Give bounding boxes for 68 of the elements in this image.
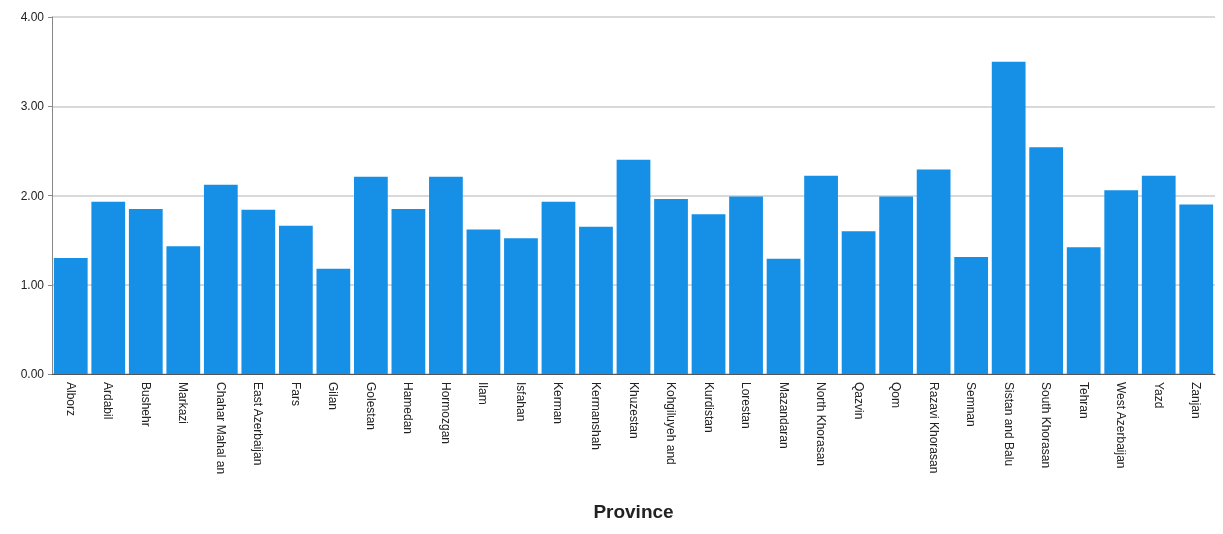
bar [466,229,501,374]
bar [278,225,313,374]
bar [541,201,576,374]
x-tick-label: Bushehr [138,382,153,427]
bar [1029,147,1064,374]
bar [616,159,651,374]
bar [203,184,238,374]
bar [504,238,538,374]
x-tick-label: Kurdistan [701,382,716,433]
bar [1141,175,1176,374]
x-tick-label: Alborz [63,382,78,417]
x-tick-label: Fars [288,382,303,406]
y-tick-label: 1.00 [20,277,45,292]
x-tick-label: Kermanshah [588,382,603,451]
x-tick-label: Qom [889,382,904,409]
bar [1179,204,1214,374]
bar [1066,247,1101,374]
x-tick-label: Lorestan [739,382,754,429]
x-tick-label: Kohgiluyeh and [664,382,679,465]
x-tick-label: Ardabil [101,382,116,420]
x-tick-label: Zanjan [1189,382,1204,419]
x-tick-label: Ilam [476,382,491,405]
bar [316,268,351,374]
x-tick-label: Markazi [176,382,191,425]
bar [91,201,126,374]
bar [729,196,763,374]
bar [691,214,726,374]
x-tick-label: West Azerbaijan [1114,382,1129,469]
x-tick-label: Khuzestan [626,382,641,439]
x-tick-label: Tehran [1076,382,1091,419]
x-tick-label: Qazvin [851,382,866,420]
x-tick-label: Sistan and Balu [1001,382,1016,467]
bar [354,176,388,374]
y-tick-label: 3.00 [20,99,45,114]
bar [766,258,801,374]
bar [429,176,463,374]
x-tick-label: South Khorasan [1039,382,1054,469]
x-tick-label: Gilan [326,382,341,411]
x-tick-label: East Azerbaijan [251,382,266,466]
bar [128,208,163,374]
bar [804,175,838,374]
x-tick-label: Kerman [551,382,566,425]
y-tick-label: 2.00 [20,188,45,203]
bar [166,246,201,374]
x-tick-label: Chahar Mahal an [213,382,228,475]
bar [391,208,426,374]
x-tick-label: North Khorasan [814,382,829,467]
bar [241,209,276,374]
x-tick-label: Semnan [964,382,979,427]
bar [879,196,913,374]
x-tick-label: Yazd [1151,382,1166,409]
bar [916,169,951,374]
bar [954,257,989,374]
x-tick-label: Isfahan [513,382,528,422]
bar [841,231,876,374]
x-tick-label: Hamedan [401,382,416,435]
x-axis-title: Province [593,501,674,522]
x-tick-label: Razavi Khorasan [926,382,941,474]
bar [53,257,88,374]
bar [579,226,613,374]
x-tick-label: Mazandaran [776,382,791,449]
bar [654,199,688,374]
bar [991,61,1026,374]
bar [1104,190,1139,374]
y-tick-label: 4.00 [20,10,45,24]
y-tick-label: 0.00 [20,367,45,381]
x-tick-label: Golestan [363,382,378,431]
x-tick-label: Hormozgan [438,382,453,445]
